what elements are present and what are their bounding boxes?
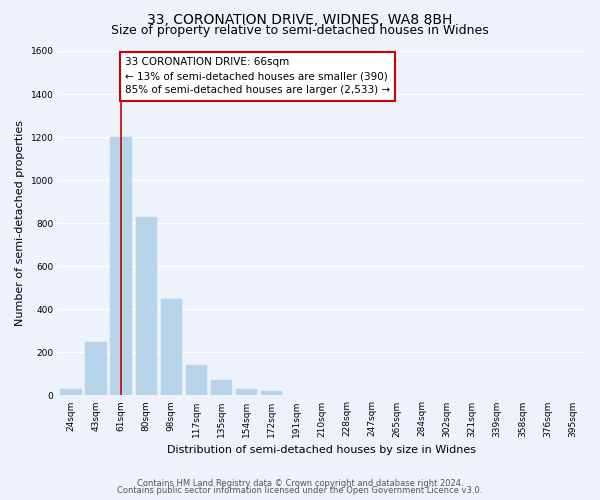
Bar xyxy=(161,298,182,396)
Text: 33, CORONATION DRIVE, WIDNES, WA8 8BH: 33, CORONATION DRIVE, WIDNES, WA8 8BH xyxy=(148,12,452,26)
Bar xyxy=(236,389,257,396)
Text: Contains HM Land Registry data © Crown copyright and database right 2024.: Contains HM Land Registry data © Crown c… xyxy=(137,478,463,488)
Text: Size of property relative to semi-detached houses in Widnes: Size of property relative to semi-detach… xyxy=(111,24,489,37)
Bar xyxy=(261,391,282,396)
Y-axis label: Number of semi-detached properties: Number of semi-detached properties xyxy=(15,120,25,326)
Bar xyxy=(211,380,232,396)
Bar xyxy=(110,137,132,396)
Text: Contains public sector information licensed under the Open Government Licence v3: Contains public sector information licen… xyxy=(118,486,482,495)
Bar xyxy=(60,389,82,396)
X-axis label: Distribution of semi-detached houses by size in Widnes: Distribution of semi-detached houses by … xyxy=(167,445,476,455)
Bar xyxy=(185,366,207,396)
Bar xyxy=(136,217,157,396)
Bar xyxy=(85,342,107,396)
Text: 33 CORONATION DRIVE: 66sqm
← 13% of semi-detached houses are smaller (390)
85% o: 33 CORONATION DRIVE: 66sqm ← 13% of semi… xyxy=(125,58,390,96)
